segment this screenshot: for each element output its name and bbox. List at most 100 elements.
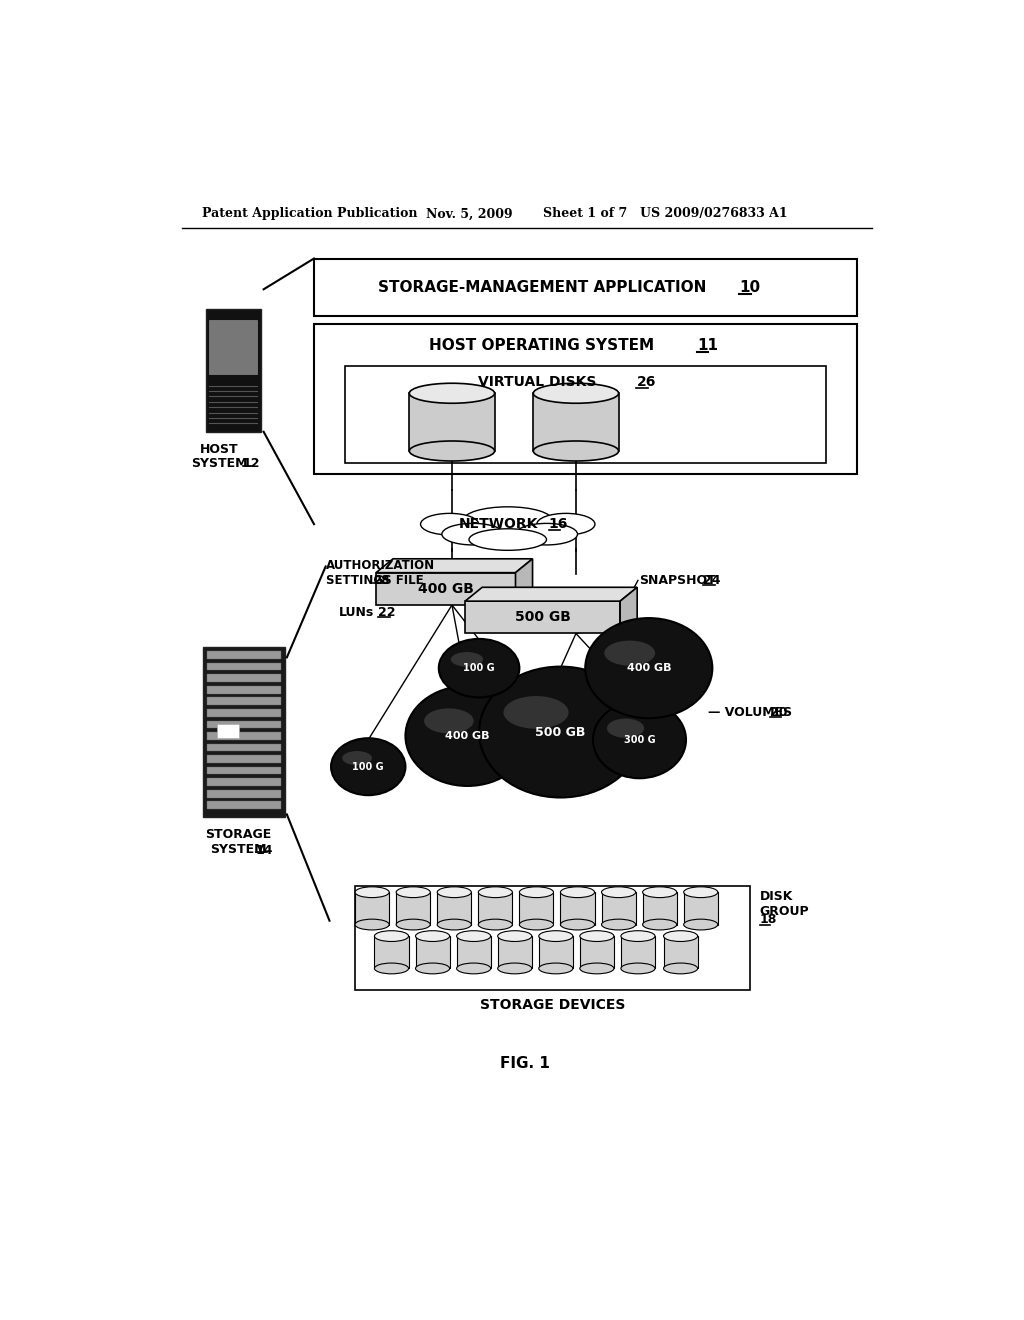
Ellipse shape — [469, 529, 547, 550]
Text: HOST: HOST — [200, 444, 239, 457]
Bar — [396, 892, 430, 924]
Text: LUNs: LUNs — [338, 606, 374, 619]
Ellipse shape — [534, 383, 618, 404]
Text: AUTHORIZATION
SETTINGS FILE: AUTHORIZATION SETTINGS FILE — [326, 558, 435, 587]
Bar — [580, 936, 614, 969]
Ellipse shape — [539, 931, 572, 941]
Ellipse shape — [342, 751, 372, 766]
Bar — [209, 321, 257, 374]
Text: 400 GB: 400 GB — [627, 663, 671, 673]
Ellipse shape — [406, 686, 529, 785]
Text: 400 GB: 400 GB — [445, 731, 489, 741]
Text: 28: 28 — [373, 574, 389, 587]
Text: VIRTUAL DISKS: VIRTUAL DISKS — [478, 375, 596, 388]
Bar — [203, 647, 285, 817]
Bar — [207, 675, 281, 682]
Ellipse shape — [643, 919, 677, 929]
Ellipse shape — [498, 931, 531, 941]
Ellipse shape — [442, 524, 504, 545]
Ellipse shape — [498, 964, 531, 974]
Ellipse shape — [580, 964, 614, 974]
Ellipse shape — [416, 964, 450, 974]
Ellipse shape — [664, 964, 697, 974]
Ellipse shape — [560, 887, 595, 898]
Bar — [355, 892, 389, 924]
Text: 24: 24 — [703, 574, 721, 587]
Text: 100 G: 100 G — [352, 762, 384, 772]
Bar — [207, 697, 281, 705]
Text: — VOLUMES: — VOLUMES — [708, 706, 792, 719]
Bar — [457, 936, 490, 969]
Bar — [664, 936, 697, 969]
Ellipse shape — [375, 931, 409, 941]
Ellipse shape — [438, 639, 519, 697]
Bar — [345, 367, 825, 462]
Ellipse shape — [519, 919, 554, 929]
Bar — [410, 393, 495, 451]
Bar — [207, 663, 281, 671]
Ellipse shape — [457, 964, 490, 974]
Bar — [207, 733, 281, 739]
Ellipse shape — [396, 919, 430, 929]
Text: 22: 22 — [378, 606, 396, 619]
Text: 11: 11 — [697, 338, 718, 352]
Ellipse shape — [451, 652, 483, 667]
Bar — [643, 892, 677, 924]
Text: Sheet 1 of 7: Sheet 1 of 7 — [543, 207, 627, 220]
Ellipse shape — [601, 919, 636, 929]
Ellipse shape — [457, 931, 490, 941]
Text: 12: 12 — [243, 457, 260, 470]
Bar — [684, 892, 718, 924]
Bar — [534, 393, 618, 451]
Text: DISK
GROUP: DISK GROUP — [760, 890, 809, 917]
Ellipse shape — [537, 513, 595, 535]
Text: 300 G: 300 G — [624, 735, 655, 744]
Ellipse shape — [479, 667, 642, 797]
Ellipse shape — [604, 640, 655, 665]
Text: 500 GB: 500 GB — [536, 726, 586, 739]
Text: SYSTEM: SYSTEM — [191, 457, 248, 470]
Ellipse shape — [421, 513, 478, 535]
Bar — [207, 743, 281, 751]
Polygon shape — [621, 587, 637, 634]
Ellipse shape — [355, 919, 389, 929]
Ellipse shape — [534, 441, 618, 461]
Ellipse shape — [478, 887, 512, 898]
Ellipse shape — [539, 964, 572, 974]
Ellipse shape — [586, 618, 713, 718]
Text: 26: 26 — [636, 375, 655, 388]
Ellipse shape — [580, 931, 614, 941]
Ellipse shape — [519, 887, 554, 898]
Bar — [207, 779, 281, 785]
Bar — [207, 755, 281, 763]
Bar — [539, 936, 572, 969]
Bar — [376, 573, 515, 605]
Bar — [207, 789, 281, 797]
Text: 18: 18 — [760, 912, 777, 925]
Text: STORAGE DEVICES: STORAGE DEVICES — [480, 998, 626, 1011]
Bar — [498, 936, 531, 969]
Bar — [217, 725, 239, 738]
Bar — [207, 767, 281, 775]
Ellipse shape — [643, 887, 677, 898]
Ellipse shape — [621, 964, 655, 974]
Bar — [621, 936, 655, 969]
Text: FIG. 1: FIG. 1 — [500, 1056, 550, 1071]
Ellipse shape — [684, 887, 718, 898]
Bar — [206, 309, 261, 432]
Text: NETWORK: NETWORK — [459, 517, 539, 531]
Ellipse shape — [664, 931, 697, 941]
Ellipse shape — [621, 931, 655, 941]
Bar — [207, 651, 281, 659]
Bar — [207, 709, 281, 717]
Ellipse shape — [593, 701, 686, 779]
Ellipse shape — [515, 524, 578, 545]
Bar — [519, 892, 554, 924]
Polygon shape — [376, 558, 532, 573]
Text: 14: 14 — [256, 843, 273, 857]
Polygon shape — [465, 587, 637, 601]
Ellipse shape — [684, 919, 718, 929]
Bar — [601, 892, 636, 924]
Text: STORAGE
SYSTEM: STORAGE SYSTEM — [205, 829, 271, 857]
Text: HOST OPERATING SYSTEM: HOST OPERATING SYSTEM — [429, 338, 654, 352]
